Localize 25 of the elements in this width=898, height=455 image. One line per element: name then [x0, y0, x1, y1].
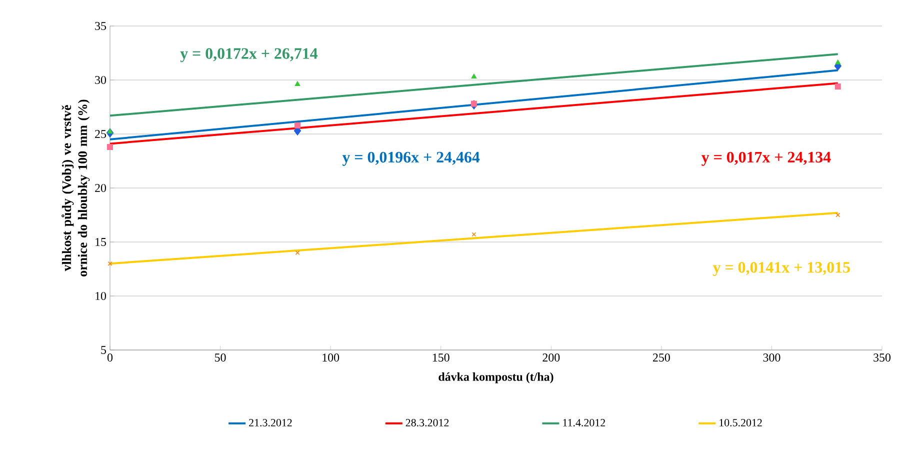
x-tick-label: 250 — [653, 354, 670, 362]
x-tick-label: 0 — [107, 354, 113, 362]
y-tick-label: 10 — [96, 292, 106, 300]
annotation: y = 0,0196x + 24,464 — [342, 152, 480, 166]
x-tick-label: 150 — [432, 354, 450, 362]
annotation: y = 0,017x + 24,134 — [701, 152, 831, 166]
y-tick-label: 30 — [95, 76, 106, 84]
y-tick-label: 25 — [95, 130, 106, 138]
y-axis-title: vlhkost půdy (Vobj) ve vrstvě ornice do hloubky 100 mm (%) — [62, 100, 90, 276]
x-tick-label: 200 — [542, 354, 560, 362]
legend-label: 11.4.2012 — [563, 418, 606, 426]
x-tick-label: 100 — [322, 354, 340, 362]
annotation: y = 0,0172x + 26,714 — [180, 48, 318, 62]
legend-label: 21.3.2012 — [249, 418, 292, 426]
x-tick-label: 350 — [874, 354, 891, 362]
y-tick-label: 5 — [101, 346, 106, 354]
legend-label: 28.3.2012 — [406, 418, 449, 426]
x-axis-title: dávka kompostu (t/ha) — [438, 372, 554, 384]
annotation: y = 0,0141x + 13,015 — [712, 262, 850, 276]
y-tick-label: 20 — [95, 184, 106, 192]
y-tick-label: 35 — [95, 22, 106, 30]
x-tick-label: 300 — [763, 354, 780, 362]
y-tick-label: 15 — [96, 238, 106, 246]
x-tick-label: 50 — [214, 354, 226, 362]
legend-label: 10.5.2012 — [720, 418, 762, 426]
